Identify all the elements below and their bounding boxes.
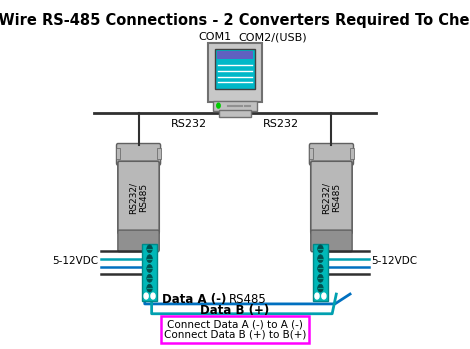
FancyBboxPatch shape [208, 43, 262, 102]
Circle shape [147, 274, 152, 282]
FancyBboxPatch shape [351, 148, 354, 159]
Circle shape [318, 255, 323, 262]
FancyBboxPatch shape [215, 49, 255, 89]
FancyBboxPatch shape [116, 148, 119, 159]
Bar [313, 244, 328, 301]
Text: COM1: COM1 [198, 32, 232, 42]
FancyBboxPatch shape [118, 161, 159, 234]
Text: Connect Data A (-) to A (-): Connect Data A (-) to A (-) [167, 320, 303, 329]
Text: Data A (-): Data A (-) [162, 294, 226, 306]
Circle shape [147, 284, 152, 292]
Text: 5-12VDC: 5-12VDC [53, 255, 99, 266]
Circle shape [217, 103, 220, 108]
Text: RS485: RS485 [229, 294, 266, 306]
Text: 2-Wire RS-485 Connections - 2 Converters Required To Check: 2-Wire RS-485 Connections - 2 Converters… [0, 13, 470, 28]
FancyBboxPatch shape [212, 101, 258, 111]
FancyBboxPatch shape [311, 230, 352, 252]
FancyBboxPatch shape [161, 316, 309, 343]
Circle shape [318, 284, 323, 292]
Circle shape [144, 293, 148, 299]
Circle shape [147, 255, 152, 262]
FancyBboxPatch shape [157, 148, 161, 159]
Text: Connect Data B (+) to B(+): Connect Data B (+) to B(+) [164, 329, 306, 340]
Text: 5-12VDC: 5-12VDC [371, 255, 417, 266]
FancyBboxPatch shape [118, 230, 159, 252]
Text: COM2/(USB): COM2/(USB) [238, 32, 307, 42]
Circle shape [318, 265, 323, 273]
Text: RS232: RS232 [172, 119, 207, 129]
Circle shape [147, 265, 152, 273]
Circle shape [151, 293, 155, 299]
Text: RS232/
RS485: RS232/ RS485 [322, 181, 341, 214]
Text: RS232: RS232 [263, 119, 298, 129]
Circle shape [147, 245, 152, 253]
FancyBboxPatch shape [309, 143, 353, 165]
Circle shape [318, 274, 323, 282]
FancyBboxPatch shape [117, 143, 161, 165]
Circle shape [315, 293, 319, 299]
Text: RS232/
RS485: RS232/ RS485 [129, 181, 148, 214]
FancyBboxPatch shape [217, 51, 253, 59]
FancyBboxPatch shape [311, 161, 352, 234]
Circle shape [322, 293, 326, 299]
FancyBboxPatch shape [219, 110, 251, 117]
Text: Data B (+): Data B (+) [200, 304, 270, 317]
FancyBboxPatch shape [309, 148, 313, 159]
Bar [142, 244, 157, 301]
Circle shape [318, 245, 323, 253]
